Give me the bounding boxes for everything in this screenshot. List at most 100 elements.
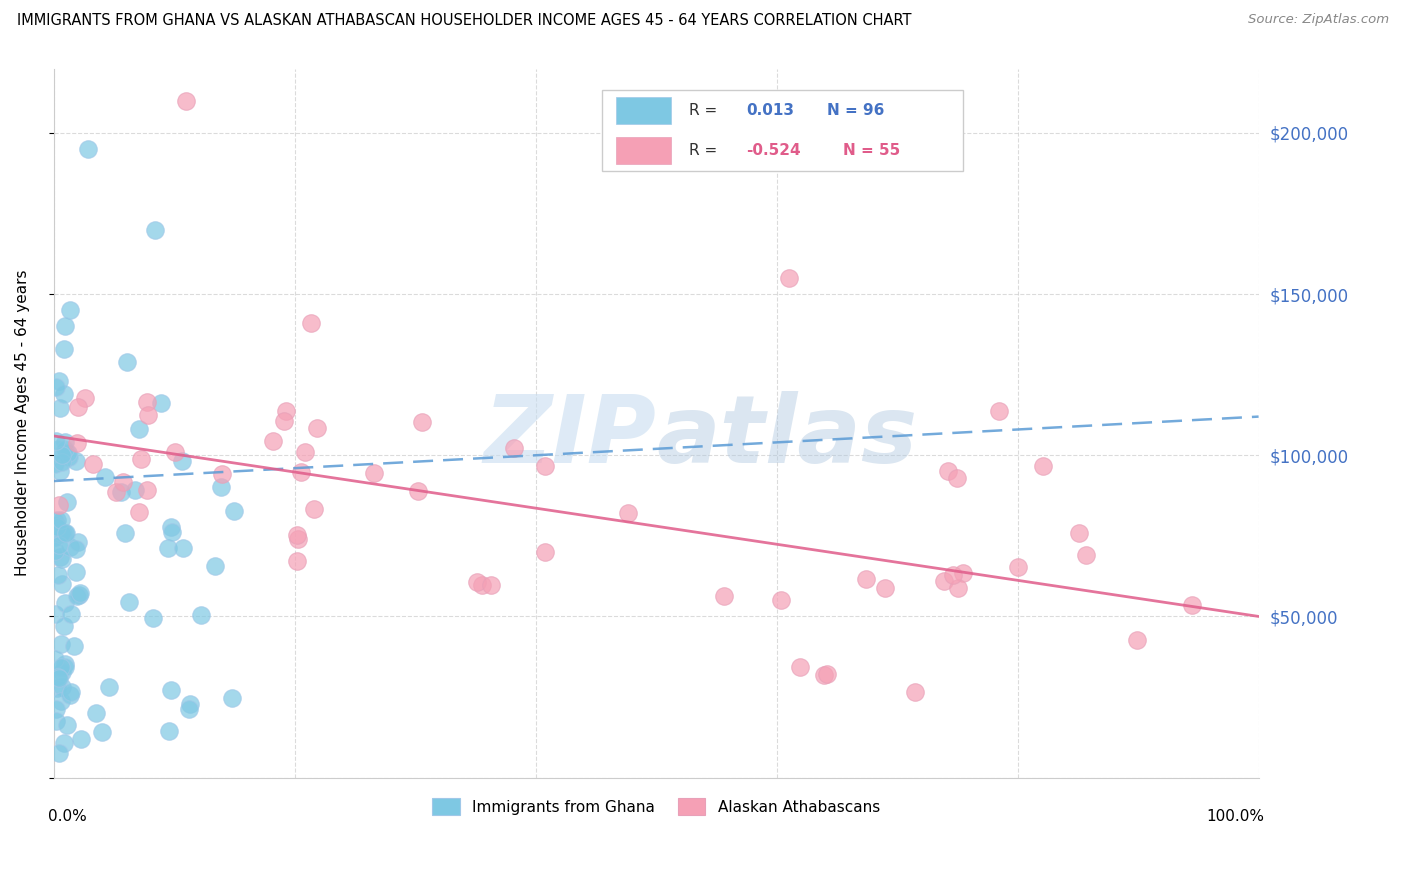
Point — [48, 374, 70, 388]
Point — [204, 558, 226, 573]
Point — [946, 582, 969, 596]
Text: -0.524: -0.524 — [747, 144, 801, 158]
Point — [136, 394, 159, 409]
Point — [934, 574, 956, 589]
Point — [48, 538, 70, 552]
Point — [479, 578, 502, 592]
Point — [48, 498, 70, 512]
Text: 0.0%: 0.0% — [48, 809, 86, 824]
Point — [118, 595, 141, 609]
Point — [533, 545, 555, 559]
Point — [53, 596, 76, 610]
Point — [56, 446, 79, 460]
Point — [49, 550, 72, 565]
Point — [1126, 633, 1149, 648]
FancyBboxPatch shape — [616, 97, 671, 124]
Point — [65, 542, 87, 557]
Text: N = 55: N = 55 — [842, 144, 900, 158]
Point — [713, 589, 735, 603]
Point — [124, 483, 146, 497]
Point — [778, 271, 800, 285]
Point — [91, 724, 114, 739]
Point — [45, 702, 67, 716]
Point — [307, 421, 329, 435]
Point — [46, 513, 69, 527]
Point — [45, 529, 67, 543]
Point — [45, 520, 67, 534]
Point — [56, 495, 79, 509]
Point — [406, 484, 429, 499]
Point — [51, 525, 73, 540]
Point — [813, 668, 835, 682]
Point — [1074, 548, 1097, 562]
Point — [42, 474, 65, 488]
Point — [56, 718, 79, 732]
Point — [170, 454, 193, 468]
Point — [67, 534, 90, 549]
Point — [59, 688, 82, 702]
Point — [51, 680, 73, 694]
Text: 0.013: 0.013 — [747, 103, 794, 118]
Point — [46, 681, 69, 696]
Point — [70, 732, 93, 747]
Point — [855, 572, 877, 586]
Text: IMMIGRANTS FROM GHANA VS ALASKAN ATHABASCAN HOUSEHOLDER INCOME AGES 45 - 64 YEAR: IMMIGRANTS FROM GHANA VS ALASKAN ATHABAS… — [17, 13, 911, 29]
Point — [55, 526, 77, 541]
Point — [163, 445, 186, 459]
Point — [52, 619, 75, 633]
FancyBboxPatch shape — [602, 90, 963, 171]
Point — [1032, 458, 1054, 473]
Text: R =: R = — [689, 103, 721, 118]
Point — [76, 142, 98, 156]
Point — [942, 568, 965, 582]
Text: Source: ZipAtlas.com: Source: ZipAtlas.com — [1249, 13, 1389, 27]
Point — [987, 404, 1010, 418]
Point — [49, 637, 72, 651]
Point — [45, 714, 67, 728]
Point — [160, 682, 183, 697]
Point — [44, 607, 66, 621]
Text: atlas: atlas — [657, 392, 917, 483]
Point — [135, 483, 157, 497]
Point — [66, 400, 89, 414]
Point — [904, 685, 927, 699]
Point — [60, 685, 83, 699]
Point — [69, 586, 91, 600]
Point — [51, 665, 73, 680]
Point — [294, 444, 316, 458]
Point — [53, 657, 76, 672]
Point — [769, 593, 792, 607]
Point — [44, 514, 66, 528]
Point — [174, 94, 197, 108]
Point — [51, 448, 73, 462]
Point — [179, 697, 201, 711]
Point — [299, 316, 322, 330]
Point — [946, 470, 969, 484]
Point — [1069, 526, 1091, 541]
Point — [262, 434, 284, 449]
Point — [65, 454, 87, 468]
Point — [115, 355, 138, 369]
Point — [46, 442, 69, 456]
Point — [82, 458, 104, 472]
Point — [49, 694, 72, 708]
Point — [190, 608, 212, 623]
Point — [503, 441, 526, 455]
Point — [172, 541, 194, 555]
Point — [114, 526, 136, 541]
Point — [411, 415, 433, 429]
Point — [44, 457, 66, 471]
Point — [66, 589, 89, 603]
Text: 100.0%: 100.0% — [1206, 809, 1264, 824]
Point — [143, 222, 166, 236]
Point — [534, 459, 557, 474]
Point — [136, 408, 159, 422]
Point — [94, 470, 117, 484]
Point — [49, 660, 72, 674]
Point — [59, 303, 82, 318]
Point — [617, 506, 640, 520]
Point — [59, 540, 82, 554]
Point — [285, 528, 308, 542]
Point — [211, 480, 233, 494]
Point — [48, 671, 70, 685]
